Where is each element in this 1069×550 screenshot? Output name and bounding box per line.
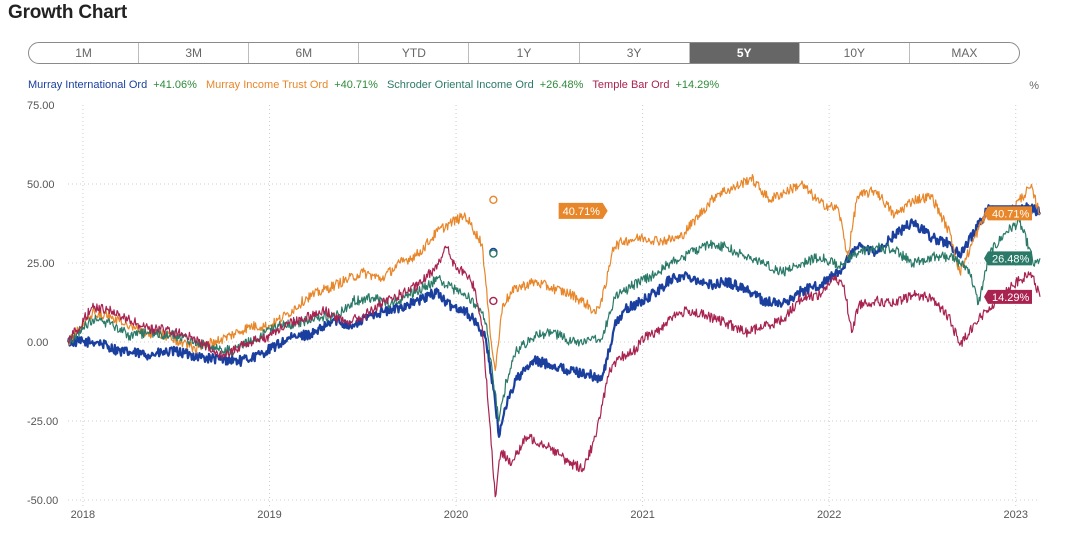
legend-item[interactable]: Schroder Oriental Income Ord +26.48%: [387, 79, 583, 91]
legend-series-change: +14.29%: [675, 79, 720, 91]
x-tick-label: 2022: [817, 509, 841, 521]
series-line-murray-income-trust-ord: [67, 174, 1041, 371]
x-tick-label: 2021: [630, 509, 654, 521]
tab-3m[interactable]: 3M: [139, 43, 250, 63]
legend-item[interactable]: Murray International Ord +41.06%: [28, 79, 197, 91]
y-tick-label: -50.00: [27, 495, 58, 507]
end-value-label: 14.29%: [984, 289, 1032, 304]
end-value-label-bg: [984, 206, 1032, 221]
series-line-temple-bar-ord: [67, 245, 1041, 498]
y-axis-unit-label: %: [1029, 80, 1039, 92]
tab-ytd[interactable]: YTD: [359, 43, 470, 63]
x-tick-label: 2020: [444, 509, 468, 521]
end-value-label-text: 26.48%: [992, 253, 1030, 265]
end-value-label-text: 40.71%: [992, 208, 1030, 220]
event-marker: [489, 296, 498, 306]
tab-3y[interactable]: 3Y: [580, 43, 690, 63]
tab-10y[interactable]: 10Y: [800, 43, 910, 63]
tab-5y[interactable]: 5Y: [689, 43, 800, 63]
end-value-label-bg: [984, 289, 1032, 304]
y-tick-label: 0.00: [27, 337, 48, 349]
tab-6m[interactable]: 6M: [249, 43, 360, 63]
y-tick-label: 75.00: [27, 100, 55, 112]
series-line-murray-international-ord: [66, 202, 1042, 438]
event-marker: [489, 249, 498, 258]
event-marker: [489, 195, 498, 205]
chart-legend: Murray International Ord +41.06% Murray In…: [28, 79, 719, 91]
annotation-flag-label: 40.71%: [563, 206, 601, 218]
tab-1m[interactable]: 1M: [29, 43, 140, 63]
end-value-label: 40.71%: [984, 206, 1032, 221]
end-value-label-text: 14.29%: [992, 292, 1030, 304]
annotation-flag-shape: [558, 202, 608, 219]
legend-series-change: +41.06%: [153, 79, 197, 91]
y-tick-label: 50.00: [27, 179, 55, 191]
legend-series-name: Schroder Oriental Income Ord: [386, 79, 534, 91]
legend-series-name: Temple Bar Ord: [592, 79, 670, 91]
legend-series-change: +26.48%: [539, 79, 584, 91]
legend-item[interactable]: Temple Bar Ord +14.29%: [592, 79, 719, 91]
tab-1y[interactable]: 1Y: [469, 43, 580, 63]
legend-series-name: Murray International Ord: [28, 79, 148, 91]
time-range-selector: 1M 3M 6M YTD 1Y 3Y 5Y 10Y MAX: [28, 42, 1020, 64]
y-tick-label: 25.00: [27, 258, 55, 270]
legend-series-change: +40.71%: [334, 79, 378, 91]
page-title: Growth Chart: [8, 2, 127, 23]
x-tick-label: 2023: [1004, 509, 1028, 521]
end-value-label: 26.48%: [984, 251, 1032, 266]
tab-max[interactable]: MAX: [951, 46, 978, 60]
series-line-schroder-oriental-income-ord: [67, 217, 1041, 422]
legend-series-name: Murray Income Trust Ord: [205, 79, 329, 91]
end-value-label-bg: [984, 251, 1032, 266]
annotation-flag: 40.71%: [558, 202, 608, 219]
legend-item[interactable]: Murray Income Trust Ord +40.71%: [206, 79, 378, 91]
x-tick-label: 2018: [71, 509, 95, 521]
y-tick-label: -25.00: [27, 416, 58, 428]
x-tick-label: 2019: [257, 509, 281, 521]
